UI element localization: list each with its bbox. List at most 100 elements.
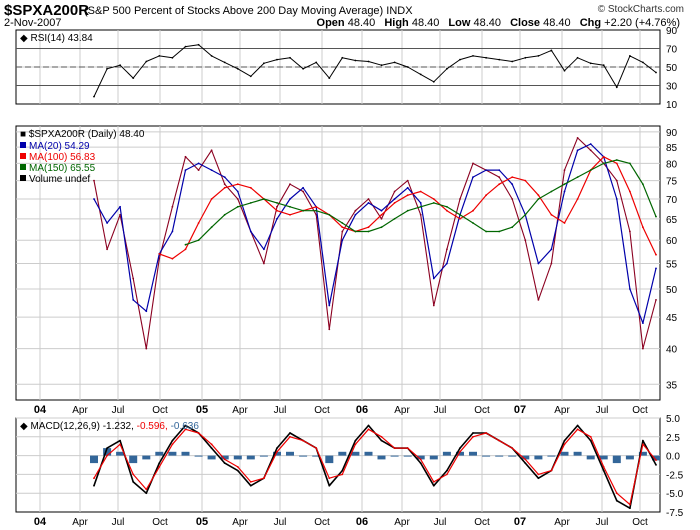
ma100-line-point <box>419 190 422 193</box>
macd-histogram-bar <box>142 455 151 460</box>
price-tick-label: 45 <box>666 313 678 324</box>
x-axis-label: Jul <box>274 405 287 416</box>
ma100-line-point <box>602 155 605 158</box>
price-line-point <box>367 198 370 200</box>
macd-title-value: -0.596, <box>137 421 171 432</box>
ma20-line-point <box>498 169 501 172</box>
price-line-point <box>354 209 357 212</box>
price-line-point <box>655 299 657 301</box>
macd-signal-line-point <box>550 469 553 472</box>
macd-signal-line-point <box>171 443 174 446</box>
macd-signal-line-point <box>223 458 226 461</box>
macd-histogram-bar <box>442 451 451 456</box>
price-legend-entry: MA(150) 65.55 <box>29 163 96 174</box>
macd-line-point <box>184 424 187 427</box>
ma150-line-point <box>432 202 435 204</box>
macd-histogram-bar <box>599 455 608 460</box>
ma20-line-point <box>511 183 514 186</box>
macd-line-point <box>93 484 95 487</box>
price-line-point <box>642 347 644 350</box>
macd-histogram-bar <box>573 451 582 456</box>
ma150-line-point <box>223 213 226 216</box>
ma20-line-point <box>472 176 474 179</box>
ma150-line-point <box>367 230 370 233</box>
ma150-line-point <box>249 202 252 204</box>
rsi-line-point <box>419 73 422 76</box>
ma20-line-point <box>485 169 487 172</box>
rsi-line <box>93 44 657 97</box>
macd-signal-line-point <box>459 450 461 453</box>
ma20-line-point <box>341 239 344 242</box>
macd-line-point <box>249 484 252 487</box>
macd-line-point <box>655 464 657 466</box>
ma20-line-point <box>119 205 121 208</box>
macd-signal-line-point <box>341 473 344 476</box>
price-line-point <box>93 179 95 182</box>
rsi-line-point <box>524 56 527 59</box>
price-tick-label: 50 <box>666 285 678 296</box>
ma20-line-point <box>210 169 213 172</box>
ma150-line-point <box>655 215 657 218</box>
rsi-line-point <box>550 49 553 52</box>
price-line-point <box>210 149 213 152</box>
price-legend-entry: MA(100) 56.83 <box>29 152 96 163</box>
ma100-line-point <box>459 217 461 220</box>
macd-signal-line-point <box>393 447 396 449</box>
close-label: Close <box>510 17 541 29</box>
chg-label: Chg <box>579 17 602 29</box>
macd-line-point <box>629 507 631 510</box>
x-axis-label: Jul <box>434 517 447 528</box>
macd-line-point <box>119 439 121 442</box>
macd-signal-line-point <box>315 447 318 449</box>
ma100-line-point <box>367 226 370 229</box>
macd-line-point <box>367 424 370 427</box>
chart-date: 2-Nov-2007 <box>4 17 62 29</box>
macd-histogram-bar <box>586 455 595 460</box>
ma20-line-point <box>354 213 357 216</box>
ma20-line-point <box>550 248 553 251</box>
rsi-line-point <box>576 56 579 59</box>
x-axis-label: Oct <box>474 517 490 528</box>
x-axis-label: Apr <box>394 405 410 416</box>
macd-line-point <box>328 484 331 487</box>
x-axis-label: Apr <box>72 517 88 528</box>
ma100-line-point <box>184 248 187 251</box>
ma100-line-point <box>642 226 644 229</box>
macd-histogram-bar <box>625 455 634 460</box>
x-axis-label: Jul <box>596 517 609 528</box>
rsi-line-point <box>655 71 657 74</box>
ma20-line-point <box>367 202 370 204</box>
x-axis-label: Apr <box>232 405 248 416</box>
price-line-point <box>432 304 435 307</box>
macd-signal-line-point <box>210 443 213 446</box>
ma100-line-point <box>315 205 318 208</box>
macd-tick-label: -2.5 <box>666 470 684 481</box>
macd-signal-line-point <box>511 447 514 449</box>
rsi-line-point <box>276 58 278 61</box>
ma100-line <box>159 156 657 260</box>
ma20-line-point <box>629 288 631 290</box>
rsi-line-point <box>197 43 200 46</box>
rsi-line-point <box>184 45 187 48</box>
macd-signal-line-point <box>576 428 579 431</box>
ma100-line-point <box>393 202 396 204</box>
macd-signal-line <box>93 428 657 506</box>
price-line-point <box>171 205 174 208</box>
rsi-line-point <box>328 77 331 79</box>
ma20-line-point <box>197 162 200 165</box>
ma150-line-point <box>276 202 278 204</box>
rsi-line-point <box>563 69 566 72</box>
legend-swatch <box>20 175 26 181</box>
x-axis-label: Oct <box>632 405 648 416</box>
price-line-point <box>184 155 187 158</box>
macd-signal-line-point <box>485 432 487 434</box>
ma20-line-point <box>263 248 265 251</box>
ma150-line-point <box>459 213 461 216</box>
macd-histogram-bar <box>194 455 203 457</box>
x-axis-label: Jul <box>596 405 609 416</box>
price-tick-label: 70 <box>666 195 678 206</box>
macd-histogram-bar <box>312 455 321 457</box>
ma150-line-point <box>315 209 318 212</box>
rsi-line-point <box>537 55 540 57</box>
macd-signal-line-point <box>184 428 187 431</box>
